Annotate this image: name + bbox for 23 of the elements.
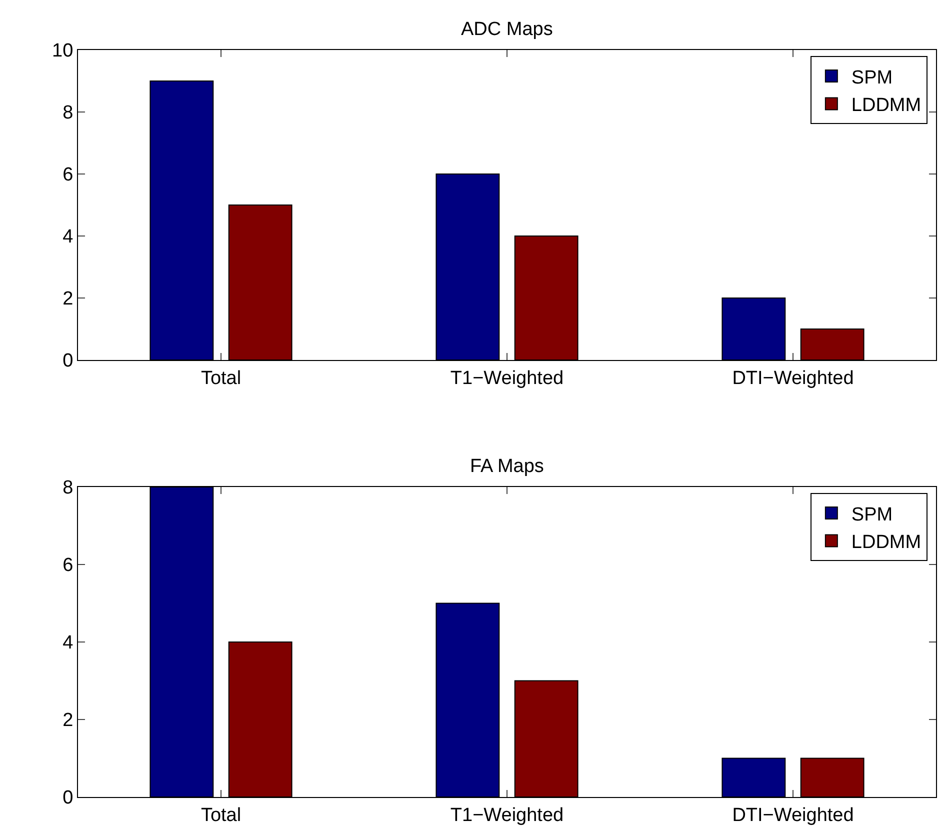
y-tick-label: 6	[62, 555, 74, 576]
x-tick-label: T1−Weighted	[450, 804, 564, 826]
y-tick-label: 2	[62, 288, 74, 310]
legend-label: SPM	[851, 67, 893, 88]
chart-title: FA Maps	[470, 456, 544, 477]
y-tick-label: 6	[62, 164, 74, 186]
x-tick-label: DTI−Weighted	[732, 368, 854, 389]
x-tick-label: Total	[200, 368, 242, 389]
x-tick-label: DTI−Weighted	[732, 804, 854, 826]
legend-label: LDDMM	[851, 95, 922, 116]
y-tick-label: 8	[62, 102, 74, 124]
legend-label: LDDMM	[851, 532, 922, 554]
y-tick-label: 4	[62, 632, 74, 654]
y-tick-label: 2	[62, 710, 74, 732]
x-tick-label: T1−Weighted	[450, 368, 564, 389]
y-tick-label: 0	[62, 788, 74, 809]
y-tick-label: 4	[62, 226, 74, 248]
y-tick-label: 10	[52, 40, 74, 62]
y-tick-label: 0	[62, 350, 74, 372]
y-tick-label: 8	[62, 478, 74, 499]
x-tick-label: Total	[200, 804, 242, 826]
chart-title: ADC Maps	[461, 19, 553, 40]
legend-label: SPM	[851, 504, 893, 526]
